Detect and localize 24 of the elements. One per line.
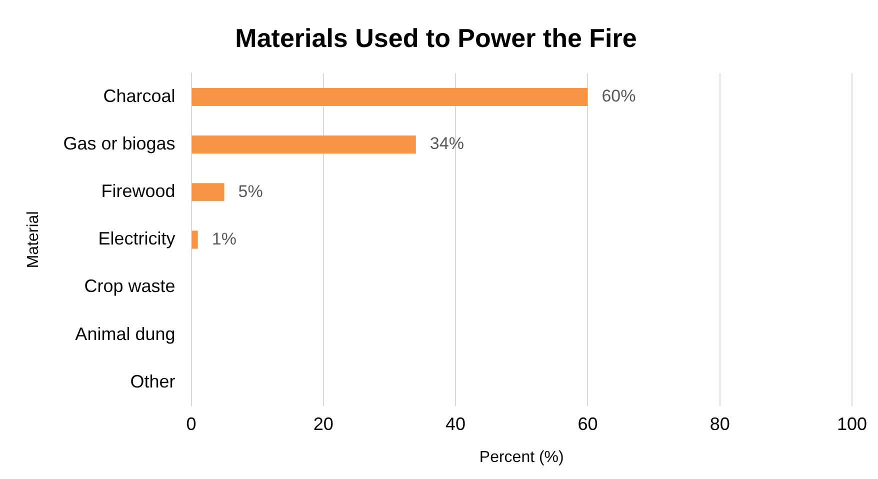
chart-title: Materials Used to Power the Fire	[235, 22, 637, 53]
data-label: 34%	[430, 134, 464, 154]
x-tick-label: 60	[578, 414, 598, 434]
x-tick-label: 20	[313, 414, 334, 434]
data-label: 60%	[602, 86, 636, 106]
y-tick-label: Gas or biogas	[63, 134, 176, 154]
bar	[192, 230, 198, 249]
bar	[192, 136, 416, 154]
y-tick-label: Other	[130, 371, 176, 392]
x-tick-label: 80	[710, 414, 730, 434]
x-tick-label: 100	[836, 414, 868, 434]
y-tick-label: Electricity	[98, 228, 176, 249]
bar	[192, 88, 588, 106]
y-tick-label: Firewood	[101, 181, 176, 202]
data-label: 1%	[212, 229, 236, 248]
x-axis-title: Percent (%)	[479, 448, 564, 466]
x-tick-label: 40	[446, 414, 466, 434]
y-tick-label: Charcoal	[103, 86, 176, 106]
y-axis-title: Material	[25, 211, 42, 268]
bar	[192, 183, 224, 202]
data-label: 5%	[238, 182, 263, 201]
y-tick-label: Animal dung	[75, 324, 176, 344]
x-tick-label: 0	[186, 414, 196, 434]
y-tick-label: Crop waste	[84, 276, 176, 296]
